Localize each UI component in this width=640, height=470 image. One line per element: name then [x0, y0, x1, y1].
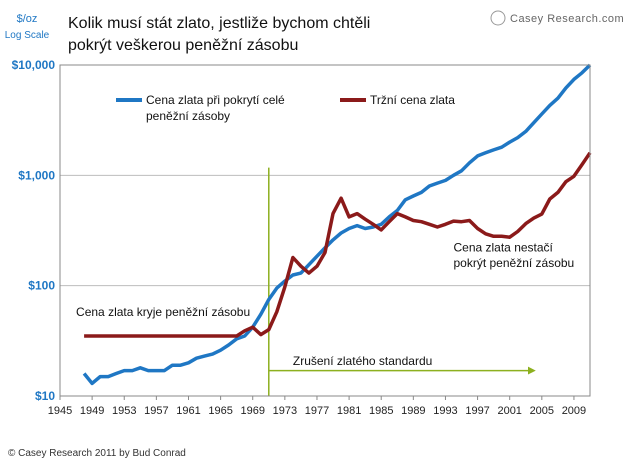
y-tick-label: $1,000 — [18, 168, 55, 182]
chart-title-line-1: Kolik musí stát zlato, jestliže bychom c… — [68, 15, 370, 32]
x-tick-label: 1969 — [240, 405, 264, 417]
x-tick-label: 1973 — [273, 405, 297, 417]
x-tick-label: 1997 — [465, 405, 489, 417]
x-tick-label: 1993 — [433, 405, 457, 417]
gridlines — [60, 64, 590, 397]
legend-label-market: Tržní cena zlata — [370, 93, 455, 107]
x-tick-label: 2001 — [497, 405, 521, 417]
x-tick-label: 1985 — [369, 405, 393, 417]
x-tick-label: 1953 — [112, 405, 136, 417]
series-line-coverage-price — [82, 63, 592, 386]
chart-title-line-2: pokrýt veškerou peněžní zásobu — [68, 37, 298, 54]
legend-label-coverage-line-2: peněžní zásoby — [146, 109, 230, 123]
y-axis-label-unit: $/oz — [17, 13, 38, 25]
legend: Cena zlata při pokrytí celé peněžní záso… — [116, 93, 455, 123]
y-tick-label: $10 — [35, 389, 55, 403]
y-tick-label: $10,000 — [12, 58, 56, 72]
footer-copyright: © Casey Research 2011 by Bud Conrad — [8, 448, 186, 459]
x-tick-label: 1957 — [144, 405, 168, 417]
annotation-2: pokrýt peněžní zásobu — [453, 256, 574, 270]
casey-research-logo: Casey Research.com — [490, 10, 624, 26]
x-tick-label: 1981 — [337, 405, 361, 417]
logo-text: Casey Research.com — [510, 13, 624, 25]
x-tick-label: 1949 — [80, 405, 104, 417]
y-axis-ticks: $10 $100 $1,000 $10,000 — [12, 58, 56, 403]
x-tick-label: 1977 — [305, 405, 329, 417]
logo-circle-icon — [490, 10, 506, 26]
y-tick-label: $100 — [28, 279, 55, 293]
annotation-0: Cena zlata kryje peněžní zásobu — [76, 305, 250, 319]
x-tick-label: 2009 — [562, 405, 586, 417]
annotation-3: Zrušení zlatého standardu — [293, 354, 432, 368]
plot-frame — [59, 64, 591, 397]
plot-area: $10 $100 $1,000 $10,000 1945 1949 1953 1957 196… — [12, 58, 592, 417]
y-axis-label-scale: Log Scale — [5, 30, 50, 41]
x-tick-label: 1989 — [401, 405, 425, 417]
x-tick-label: 1945 — [48, 405, 72, 417]
annotations: Cena zlata kryje peněžní zásobu Cena zlat… — [76, 240, 574, 368]
annotation-1: Cena zlata nestačí — [453, 240, 553, 254]
legend-label-coverage-line-1: Cena zlata při pokrytí celé — [146, 93, 285, 107]
series-line-market-price — [84, 151, 592, 338]
x-tick-label: 1965 — [208, 405, 232, 417]
x-axis-ticks: 1945 1949 1953 1957 1961 1965 1969 1973 1977 1981… — [48, 396, 586, 417]
x-tick-label: 1961 — [176, 405, 200, 417]
x-tick-label: 2005 — [530, 405, 554, 417]
